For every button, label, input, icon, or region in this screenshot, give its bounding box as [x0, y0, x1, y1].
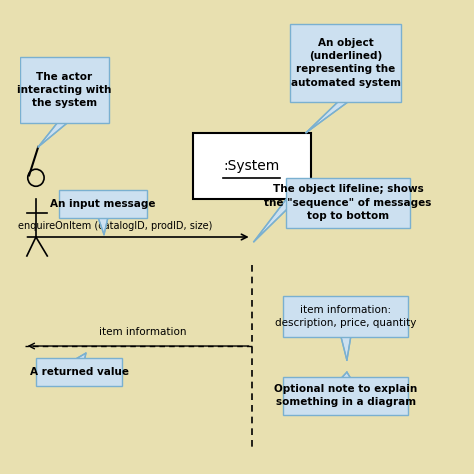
Text: item information: item information — [99, 328, 186, 337]
Text: :System: :System — [223, 159, 280, 173]
Polygon shape — [340, 334, 351, 360]
FancyBboxPatch shape — [20, 57, 109, 123]
Polygon shape — [306, 100, 351, 133]
Text: item information:
description, price, quantity: item information: description, price, qu… — [275, 305, 417, 328]
FancyBboxPatch shape — [283, 377, 408, 415]
Polygon shape — [38, 121, 70, 147]
FancyBboxPatch shape — [36, 358, 122, 386]
FancyBboxPatch shape — [286, 178, 410, 228]
FancyBboxPatch shape — [290, 24, 401, 102]
Text: Optional note to explain
something in a diagram: Optional note to explain something in a … — [274, 384, 418, 407]
Text: The actor
interacting with
the system: The actor interacting with the system — [17, 72, 111, 108]
Text: A returned value: A returned value — [29, 367, 128, 377]
FancyBboxPatch shape — [59, 190, 147, 218]
Text: An input message: An input message — [50, 199, 155, 209]
Text: enquireOnItem (catalogID, prodID, size): enquireOnItem (catalogID, prodID, size) — [18, 221, 212, 231]
Polygon shape — [73, 353, 86, 360]
Text: An object
(underlined)
representing the
automated system: An object (underlined) representing the … — [291, 38, 401, 88]
FancyBboxPatch shape — [283, 296, 408, 337]
Polygon shape — [340, 372, 351, 379]
FancyBboxPatch shape — [192, 133, 310, 199]
Polygon shape — [98, 216, 109, 235]
Polygon shape — [254, 197, 288, 242]
Text: The object lifeline; shows
the "sequence" of messages
top to bottom: The object lifeline; shows the "sequence… — [264, 184, 432, 221]
